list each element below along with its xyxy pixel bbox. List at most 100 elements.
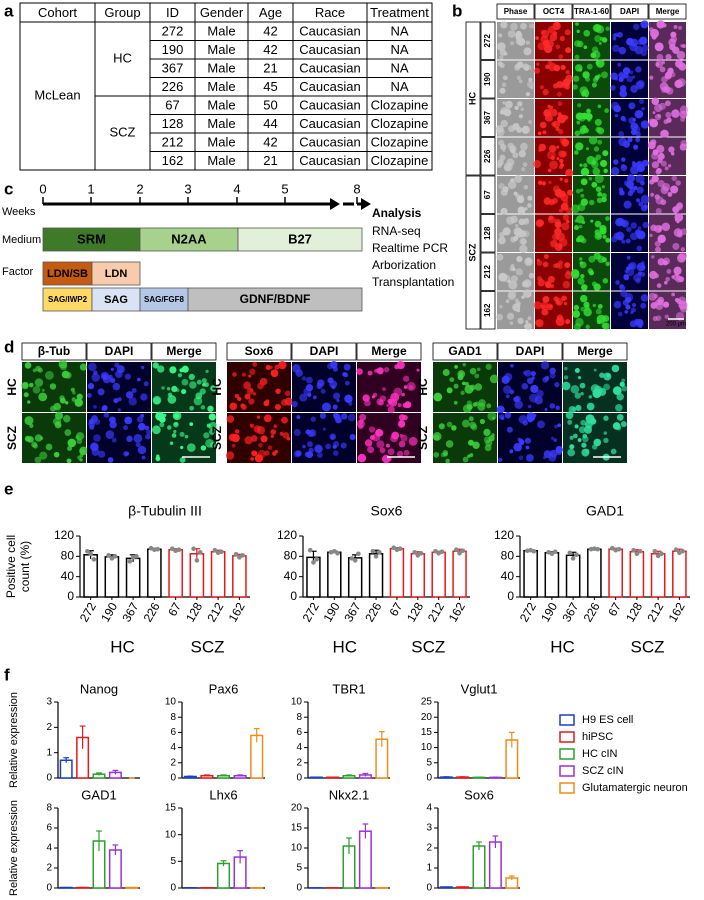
table-cell: Male — [207, 24, 235, 39]
cell-blob — [332, 404, 338, 410]
table-cell: 21 — [263, 153, 277, 168]
data-point — [439, 549, 445, 555]
cell-blob — [517, 101, 523, 107]
cell-blob — [558, 208, 563, 213]
cell-blob — [537, 131, 542, 136]
cell-blob — [603, 415, 609, 421]
data-point — [418, 550, 424, 556]
cell-blob — [550, 108, 558, 117]
scale-label: 200 μm — [666, 322, 686, 328]
cell-blob — [446, 421, 453, 428]
y-tick-label: 5 — [426, 757, 432, 768]
cell-blob — [582, 71, 590, 79]
y-tick-label: 15 — [421, 727, 433, 738]
cell-blob — [553, 296, 559, 302]
stain-header: DAPI — [310, 344, 339, 358]
cell-blob — [506, 165, 511, 170]
cell-blob — [101, 406, 106, 411]
chart-title: Lhx6 — [209, 787, 237, 802]
cell-blob — [54, 411, 64, 420]
cell-blob — [357, 453, 367, 463]
cell-blob — [582, 433, 588, 439]
cell-blob — [274, 449, 279, 454]
cell-blob — [107, 457, 114, 463]
data-point — [616, 546, 622, 552]
cell-blob — [91, 415, 98, 423]
data-point — [659, 551, 664, 557]
cell-blob — [507, 292, 516, 301]
cell-blob — [507, 180, 517, 190]
cell-blob — [524, 66, 529, 71]
data-point — [109, 556, 115, 561]
data-point — [237, 555, 242, 560]
cell-blob — [536, 260, 543, 266]
cell-blob — [393, 387, 403, 397]
cell-blob — [173, 421, 179, 428]
cell-blob — [386, 403, 390, 408]
cell-blob — [131, 387, 137, 393]
cell-blob — [507, 30, 516, 38]
y-tick-label: 0 — [426, 883, 432, 894]
cell-blob — [535, 319, 544, 328]
cell-blob — [167, 392, 173, 398]
cell-blob — [565, 319, 571, 325]
cell-blob — [585, 324, 590, 330]
cell-blob — [291, 400, 298, 408]
cell-blob — [442, 449, 449, 456]
chart-title: TBR1 — [332, 681, 365, 696]
x-tick-label: 162 — [226, 600, 248, 625]
cell-blob — [633, 144, 639, 150]
data-point — [311, 560, 316, 565]
cell-blob — [580, 237, 587, 244]
cell-blob — [595, 186, 602, 193]
bar — [216, 862, 231, 889]
data-point — [574, 552, 579, 558]
cell-blob — [657, 227, 662, 232]
cell-blob — [252, 361, 258, 367]
cell-blob — [433, 452, 440, 458]
cell-blob — [71, 397, 77, 402]
cell-blob — [620, 421, 627, 428]
cell-blob — [109, 416, 116, 424]
cell-blob — [514, 105, 519, 110]
cell-blob — [575, 237, 581, 243]
cell-blob — [406, 382, 416, 391]
cell-blob — [167, 425, 172, 430]
cell-blob — [179, 368, 184, 373]
y-tick-label: 3 — [426, 823, 432, 834]
data-point — [567, 550, 573, 556]
cell-blob — [398, 440, 406, 448]
cell-blob — [515, 268, 523, 276]
cell-blob — [654, 42, 664, 52]
chart-title: Nkx2.1 — [329, 787, 369, 802]
table-cell: Caucasian — [299, 98, 360, 113]
cell-blob — [572, 84, 578, 90]
id-box — [480, 21, 496, 60]
cell-blob — [579, 86, 588, 95]
cell-blob — [161, 386, 165, 390]
cell-blob — [503, 385, 512, 394]
cell-blob — [519, 199, 524, 204]
cell-blob — [527, 404, 532, 409]
cell-blob — [631, 307, 636, 313]
cell-blob — [152, 362, 159, 369]
cell-blob — [640, 180, 645, 186]
line-id: 128 — [483, 226, 492, 240]
cell-blob — [518, 455, 524, 461]
cell-blob — [349, 434, 356, 441]
analysis-item: Realtime PCR — [372, 241, 448, 255]
table-cell: 67 — [165, 98, 179, 113]
cell-blob — [583, 45, 588, 50]
cell-blob — [479, 418, 486, 425]
cell-blob — [527, 195, 533, 201]
cell-blob — [152, 395, 162, 405]
cell-blob — [619, 381, 625, 387]
cell-blob — [661, 222, 671, 232]
cell-blob — [250, 457, 254, 461]
cell-blob — [87, 392, 92, 398]
cell-blob — [573, 225, 580, 231]
y-tick-label: 3 — [46, 697, 52, 708]
cell-blob — [325, 443, 331, 450]
cell-blob — [580, 273, 585, 279]
factor-name: SAG/IWP2 — [48, 295, 88, 304]
